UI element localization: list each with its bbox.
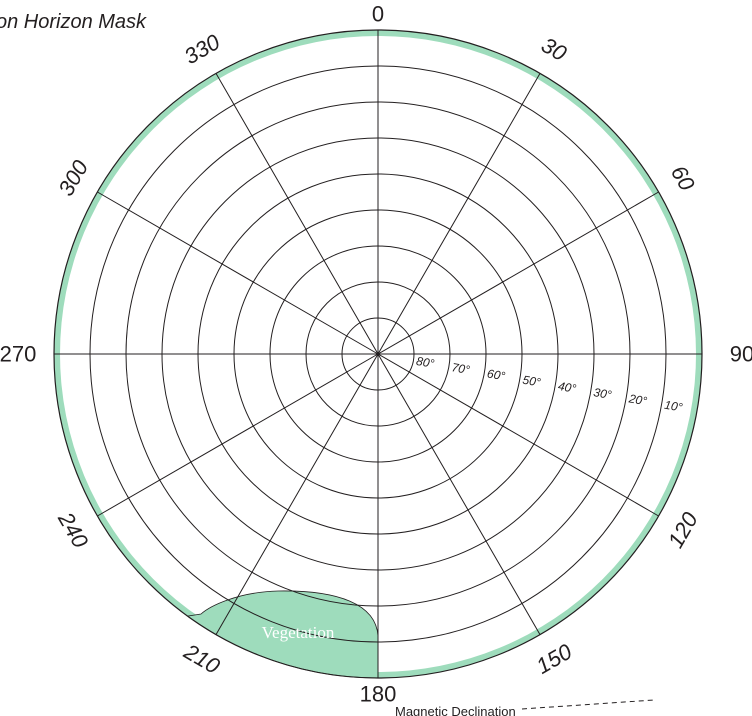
elevation-label-80: 80° [415,354,435,371]
azimuth-label-120: 120 [663,507,703,552]
azimuth-spoke-30 [377,73,541,355]
horizon-circle [53,29,703,679]
elevation-label-10: 10° [663,398,684,415]
elevation-label-30: 30° [592,385,613,402]
azimuth-spoke-120 [377,353,659,517]
azimuth-label-240: 240 [53,507,94,553]
azimuth-spoke-210 [215,353,379,635]
vegetation-label: Vegetation [262,623,335,642]
azimuth-label-60: 60 [666,161,700,195]
azimuth-spoke-300 [97,191,379,355]
elevation-label-60: 60° [486,366,506,383]
elevation-label-20: 20° [627,391,648,408]
diagram-title: on Horizon Mask [0,11,147,33]
magnetic-declination-label: Magnetic Declination [395,704,516,716]
azimuth-spoke-60 [377,191,659,355]
azimuth-spoke-330 [215,73,379,355]
azimuth-label-0: 0 [372,2,384,27]
elevation-label-70: 70° [451,360,471,377]
azimuth-spoke-240 [97,353,379,517]
elevation-label-50: 50° [521,373,542,390]
azimuth-label-330: 330 [180,29,225,69]
azimuth-label-90: 90 [730,342,752,367]
azimuth-label-180: 180 [360,682,397,707]
magnetic-declination-line [521,699,655,710]
azimuth-label-270: 270 [0,342,36,367]
azimuth-label-300: 300 [53,155,93,200]
azimuth-label-210: 210 [179,638,225,679]
azimuth-label-150: 150 [532,638,577,678]
azimuth-spokes [54,30,702,678]
azimuth-label-30: 30 [537,32,571,66]
elevation-labels: 80° 70° 60° 50° 40° 30° 20° 10° [415,354,684,415]
azimuth-spoke-150 [377,353,541,635]
elevation-label-40: 40° [557,379,578,396]
